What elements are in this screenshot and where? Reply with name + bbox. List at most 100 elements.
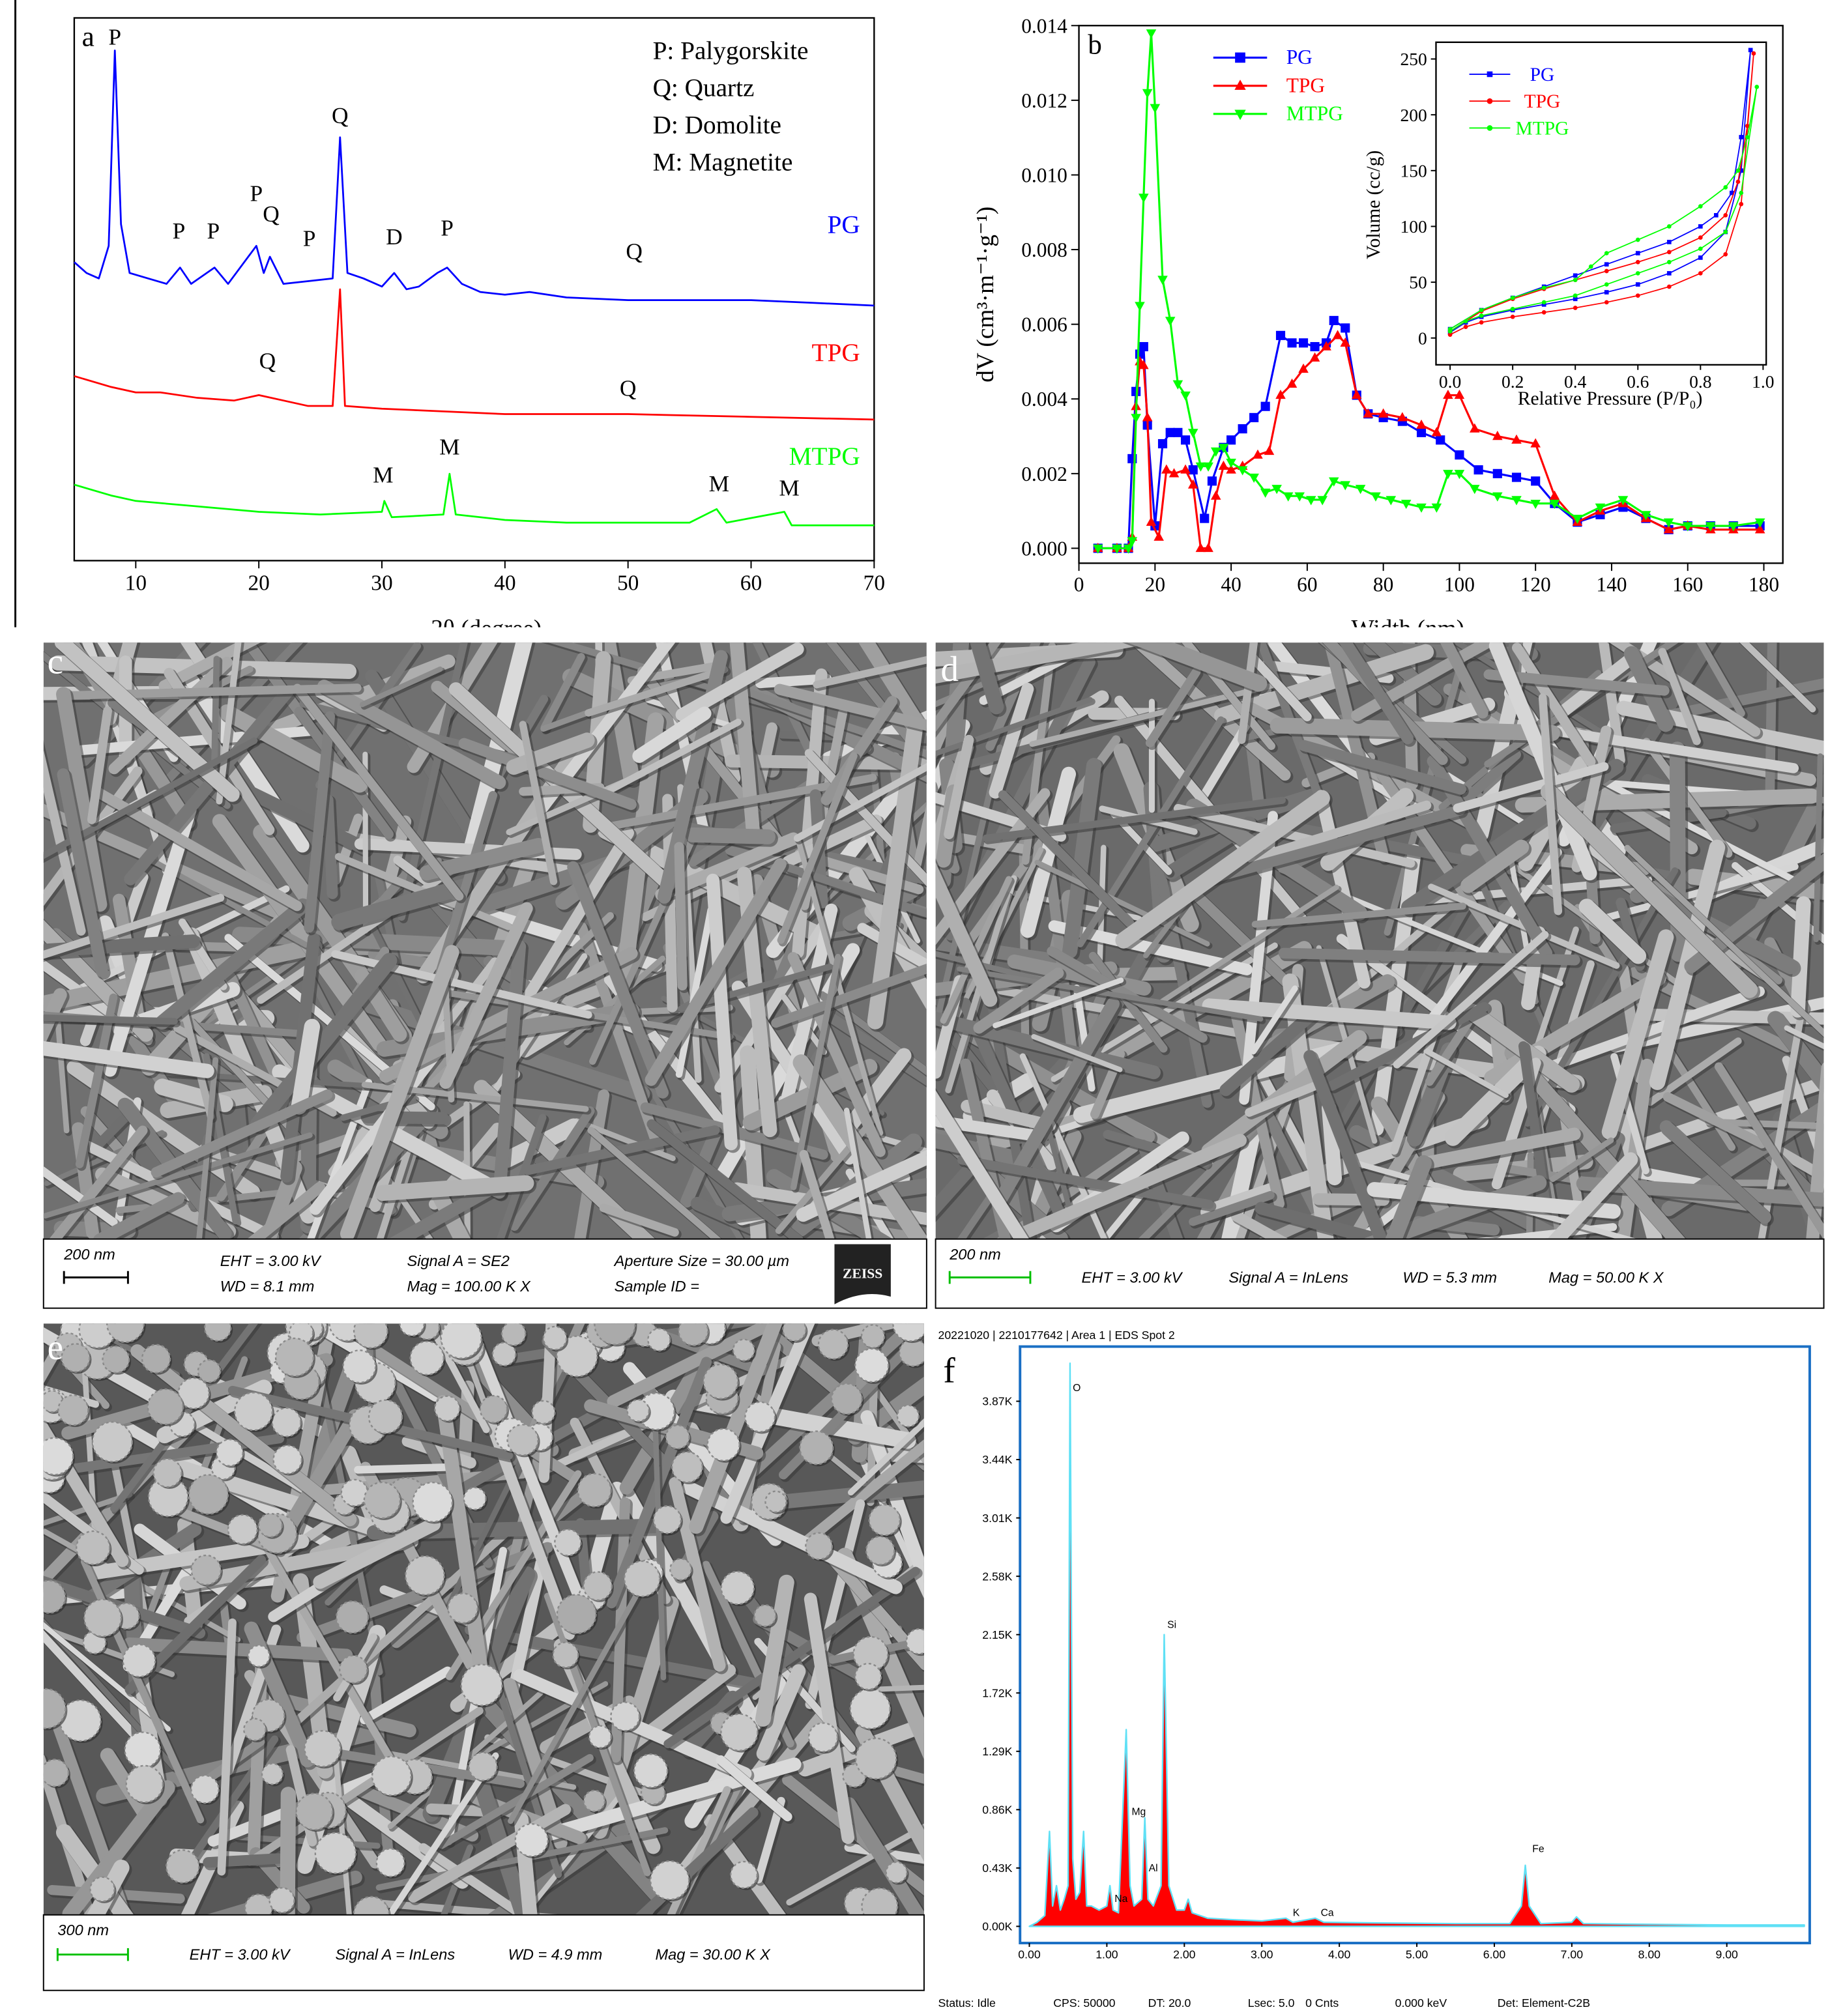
sem-rod bbox=[1298, 740, 1466, 795]
element-label: Si bbox=[1167, 1619, 1176, 1630]
sem-rod bbox=[1455, 749, 1522, 809]
marker bbox=[1666, 240, 1672, 244]
sem-rod bbox=[87, 706, 112, 824]
sem-rod bbox=[216, 642, 242, 805]
sem-rod bbox=[185, 674, 310, 853]
sem-rod bbox=[777, 752, 858, 944]
sem-rod bbox=[1015, 1134, 1247, 1239]
element-label: O bbox=[1073, 1383, 1081, 1394]
y-tick-label: 3.01K bbox=[982, 1512, 1012, 1525]
inset-bg bbox=[1436, 42, 1767, 365]
sem-rod bbox=[508, 1557, 659, 1824]
legend-text: PG bbox=[1286, 46, 1313, 68]
info-field: EHT = 3.00 kV bbox=[220, 1252, 322, 1269]
sem-particle bbox=[122, 1643, 156, 1678]
sem-rod bbox=[493, 940, 527, 1199]
marker bbox=[1595, 503, 1606, 513]
panel-label: f bbox=[943, 1351, 955, 1390]
sem-rod bbox=[1369, 844, 1422, 1136]
sem-rod bbox=[1255, 1202, 1401, 1239]
sem-particle bbox=[885, 1861, 908, 1884]
sem-rod bbox=[1129, 642, 1291, 781]
sem-rod bbox=[1202, 998, 1457, 1030]
y-tick-label: 0.010 bbox=[1021, 164, 1067, 186]
sem-rod bbox=[1034, 859, 1210, 947]
sem-rod bbox=[1173, 803, 1415, 868]
sem-rod bbox=[1616, 700, 1824, 756]
marker bbox=[1371, 492, 1381, 502]
sem-rod bbox=[354, 1463, 454, 1474]
marker bbox=[1698, 235, 1703, 240]
marker bbox=[1713, 212, 1719, 218]
y-axis-label: Volume (cc/g) bbox=[1363, 151, 1384, 259]
peak-label: Q bbox=[332, 102, 349, 128]
marker bbox=[1139, 194, 1149, 203]
sem-rod bbox=[731, 1182, 927, 1226]
sem-particle bbox=[89, 1876, 115, 1903]
marker bbox=[1146, 29, 1157, 39]
sem-particle bbox=[583, 1571, 613, 1602]
sem-rod bbox=[1790, 896, 1811, 1018]
y-tick-label: 3.44K bbox=[982, 1453, 1012, 1466]
info-field: EHT = 3.00 kV bbox=[1081, 1269, 1183, 1286]
sem-rod bbox=[843, 1107, 872, 1239]
sem-rod bbox=[57, 768, 108, 977]
marker bbox=[1604, 268, 1609, 274]
sem-rod bbox=[706, 873, 738, 1151]
sem-rod bbox=[1423, 1048, 1509, 1098]
sem-rod bbox=[935, 1132, 1036, 1168]
sem-particle bbox=[799, 1430, 834, 1465]
sem-rod bbox=[1578, 899, 1647, 964]
sem-rod bbox=[1256, 642, 1329, 815]
marker bbox=[1249, 412, 1259, 422]
sem-rod bbox=[1197, 805, 1466, 887]
sem-rod bbox=[796, 1149, 927, 1222]
sem-particle bbox=[147, 1388, 184, 1426]
sem-particle bbox=[314, 1832, 357, 1875]
marker bbox=[1745, 135, 1750, 139]
sem-particle bbox=[190, 1774, 220, 1804]
sem-rod bbox=[847, 1418, 924, 1496]
marker bbox=[1237, 466, 1248, 476]
sem-rod bbox=[1714, 1062, 1824, 1239]
sem-particle bbox=[234, 1392, 274, 1432]
series-label: PG bbox=[828, 211, 860, 239]
y-tick-label: 0.43K bbox=[982, 1862, 1012, 1875]
sem-rod bbox=[800, 1439, 924, 1547]
marker bbox=[1165, 317, 1176, 326]
sem-rod bbox=[1412, 848, 1562, 1043]
info-field: WD = 4.9 mm bbox=[508, 1946, 603, 1963]
marker bbox=[1340, 481, 1351, 491]
marker bbox=[1131, 414, 1141, 424]
marker bbox=[1154, 531, 1164, 541]
sem-particle bbox=[61, 1343, 91, 1373]
sem-particle bbox=[830, 1383, 863, 1415]
marker bbox=[1455, 450, 1464, 460]
sem-rod bbox=[669, 1476, 726, 1672]
sem-rod bbox=[957, 1155, 1214, 1209]
sem-rod bbox=[998, 790, 1135, 928]
marker bbox=[1492, 468, 1502, 478]
info-field: Mag = 50.00 K X bbox=[1548, 1269, 1664, 1286]
sem-particle bbox=[409, 1340, 444, 1375]
marker bbox=[1487, 71, 1493, 78]
sem-rod bbox=[247, 1181, 326, 1239]
sem-rod bbox=[428, 1323, 490, 1433]
sem-rod bbox=[790, 953, 841, 1190]
marker bbox=[1698, 271, 1703, 276]
sem-particle bbox=[215, 1438, 244, 1467]
y-axis-label: dV (cm³·m⁻¹·g⁻¹) bbox=[972, 207, 999, 382]
sem-rod bbox=[944, 734, 974, 840]
status-text: Status: Idle bbox=[938, 1996, 996, 2009]
panel-label: c bbox=[48, 641, 63, 681]
marker bbox=[1188, 465, 1198, 475]
sem-rod bbox=[567, 861, 669, 1099]
sem-particle bbox=[399, 1323, 425, 1337]
peak-label: Q bbox=[626, 238, 643, 264]
marker bbox=[1443, 390, 1453, 399]
sem-particle bbox=[353, 1323, 388, 1349]
x-tick-label: 0.8 bbox=[1689, 372, 1711, 392]
x-tick-label: 8.00 bbox=[1638, 1948, 1661, 1961]
sem-rod bbox=[607, 1323, 785, 1408]
marker bbox=[1431, 427, 1442, 437]
